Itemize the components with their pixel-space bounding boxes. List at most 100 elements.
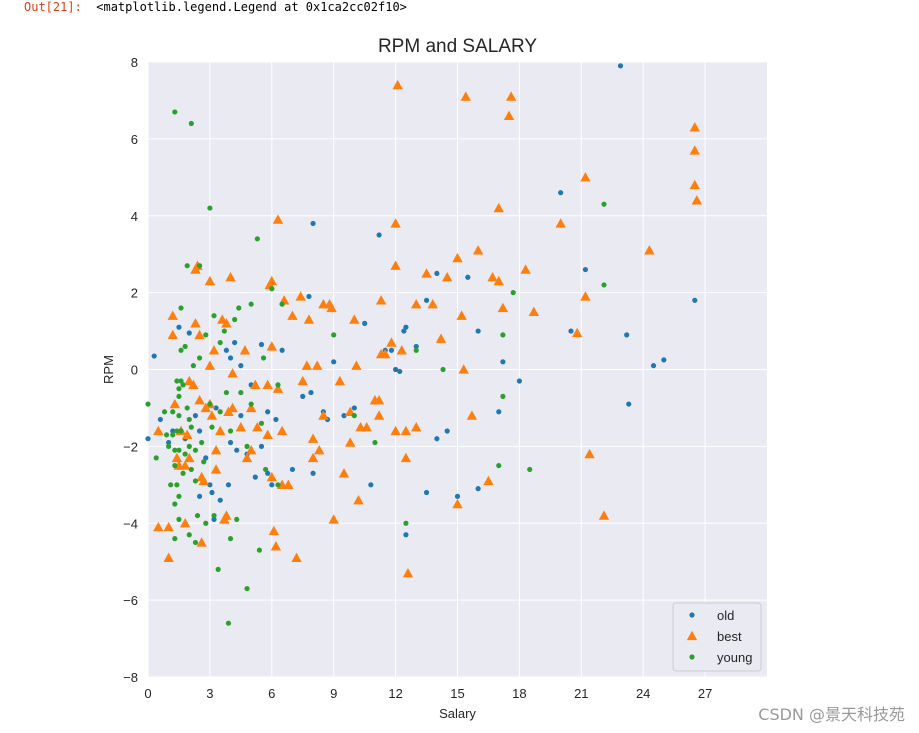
- best-point: [196, 537, 207, 547]
- watermark: CSDN @景天科技苑: [758, 705, 905, 724]
- young-point: [184, 405, 190, 411]
- best-point: [483, 475, 494, 486]
- best-point: [204, 275, 216, 286]
- best-point: [307, 433, 319, 443]
- young-point: [194, 512, 201, 519]
- y-tick-label: 2: [131, 286, 138, 301]
- best-point: [318, 410, 329, 420]
- best-point: [169, 398, 181, 409]
- old-point: [186, 330, 192, 336]
- best-point: [598, 510, 610, 520]
- best-point: [466, 410, 478, 420]
- old-point: [465, 274, 471, 280]
- best-point: [520, 264, 531, 274]
- old-point: [351, 405, 357, 411]
- young-point: [223, 389, 230, 396]
- x-tick-label: 15: [450, 686, 464, 701]
- best-point: [571, 327, 583, 338]
- young-point: [174, 428, 180, 434]
- best-point: [689, 179, 700, 190]
- young-point: [192, 539, 199, 546]
- old-point: [310, 470, 316, 476]
- old-point: [475, 328, 481, 334]
- best-point: [411, 298, 422, 309]
- best-point: [182, 429, 193, 440]
- young-point: [153, 455, 159, 461]
- young-point: [188, 466, 194, 473]
- x-tick-label: 27: [698, 686, 712, 701]
- best-point: [262, 429, 273, 440]
- young-point: [174, 378, 180, 384]
- young-point: [527, 466, 533, 473]
- young-point: [215, 566, 221, 572]
- young-point: [601, 282, 607, 288]
- best-point: [291, 552, 302, 563]
- best-point: [206, 410, 218, 420]
- best-point: [252, 421, 263, 432]
- young-point: [172, 462, 178, 469]
- best-point: [194, 395, 205, 405]
- best-point: [452, 252, 463, 263]
- best-point: [691, 195, 703, 205]
- best-point: [400, 425, 412, 436]
- best-point: [380, 348, 391, 359]
- x-tick-label: 9: [330, 686, 337, 701]
- best-point: [184, 452, 195, 463]
- best-point: [503, 110, 515, 120]
- y-tick-label: 0: [131, 363, 138, 378]
- old-point: [269, 482, 275, 488]
- old-point: [211, 516, 217, 523]
- young-point: [256, 547, 263, 553]
- young-point: [279, 301, 285, 307]
- x-tick-label: 3: [206, 686, 213, 701]
- best-point: [204, 360, 216, 370]
- young-point: [496, 462, 502, 469]
- young-point: [172, 536, 178, 542]
- old-point: [300, 393, 306, 400]
- cell-output: Out[21]: <matplotlib.legend.Legend at 0x…: [24, 0, 407, 14]
- best-point: [262, 379, 273, 390]
- old-point: [475, 486, 481, 492]
- young-point: [351, 413, 357, 419]
- old-point: [238, 413, 244, 419]
- old-point: [388, 347, 395, 353]
- old-point: [238, 363, 244, 369]
- young-point: [186, 532, 192, 538]
- best-point: [326, 302, 337, 313]
- best-point: [400, 452, 412, 463]
- best-point: [353, 494, 364, 505]
- young-point: [510, 290, 516, 296]
- best-point: [190, 318, 201, 328]
- young-point: [178, 305, 184, 311]
- old-point: [196, 428, 203, 434]
- young-point: [207, 205, 213, 211]
- chart-title: RPM and SALARY: [378, 36, 537, 57]
- old-point: [207, 482, 213, 488]
- young-point: [161, 409, 168, 415]
- best-point: [328, 514, 339, 524]
- best-point: [303, 314, 315, 324]
- young-point: [145, 401, 151, 407]
- old-point: [217, 497, 223, 503]
- y-tick-label: −6: [123, 593, 138, 608]
- best-point: [297, 375, 308, 386]
- young-point: [331, 332, 337, 338]
- best-point: [153, 521, 164, 532]
- young-point: [209, 424, 215, 430]
- old-point: [617, 63, 624, 69]
- best-point: [266, 341, 277, 351]
- old-point: [196, 493, 203, 499]
- best-point: [179, 460, 191, 470]
- young-point: [232, 316, 238, 323]
- x-tick-label: 24: [636, 686, 650, 701]
- young-point: [163, 432, 170, 438]
- best-point: [456, 310, 467, 320]
- best-point: [390, 425, 401, 436]
- best-point: [421, 268, 432, 278]
- young-point: [227, 536, 234, 542]
- young-point: [227, 428, 234, 434]
- best-point: [487, 272, 498, 282]
- young-point: [244, 443, 250, 449]
- old-point: [403, 324, 409, 330]
- young-point: [248, 301, 254, 307]
